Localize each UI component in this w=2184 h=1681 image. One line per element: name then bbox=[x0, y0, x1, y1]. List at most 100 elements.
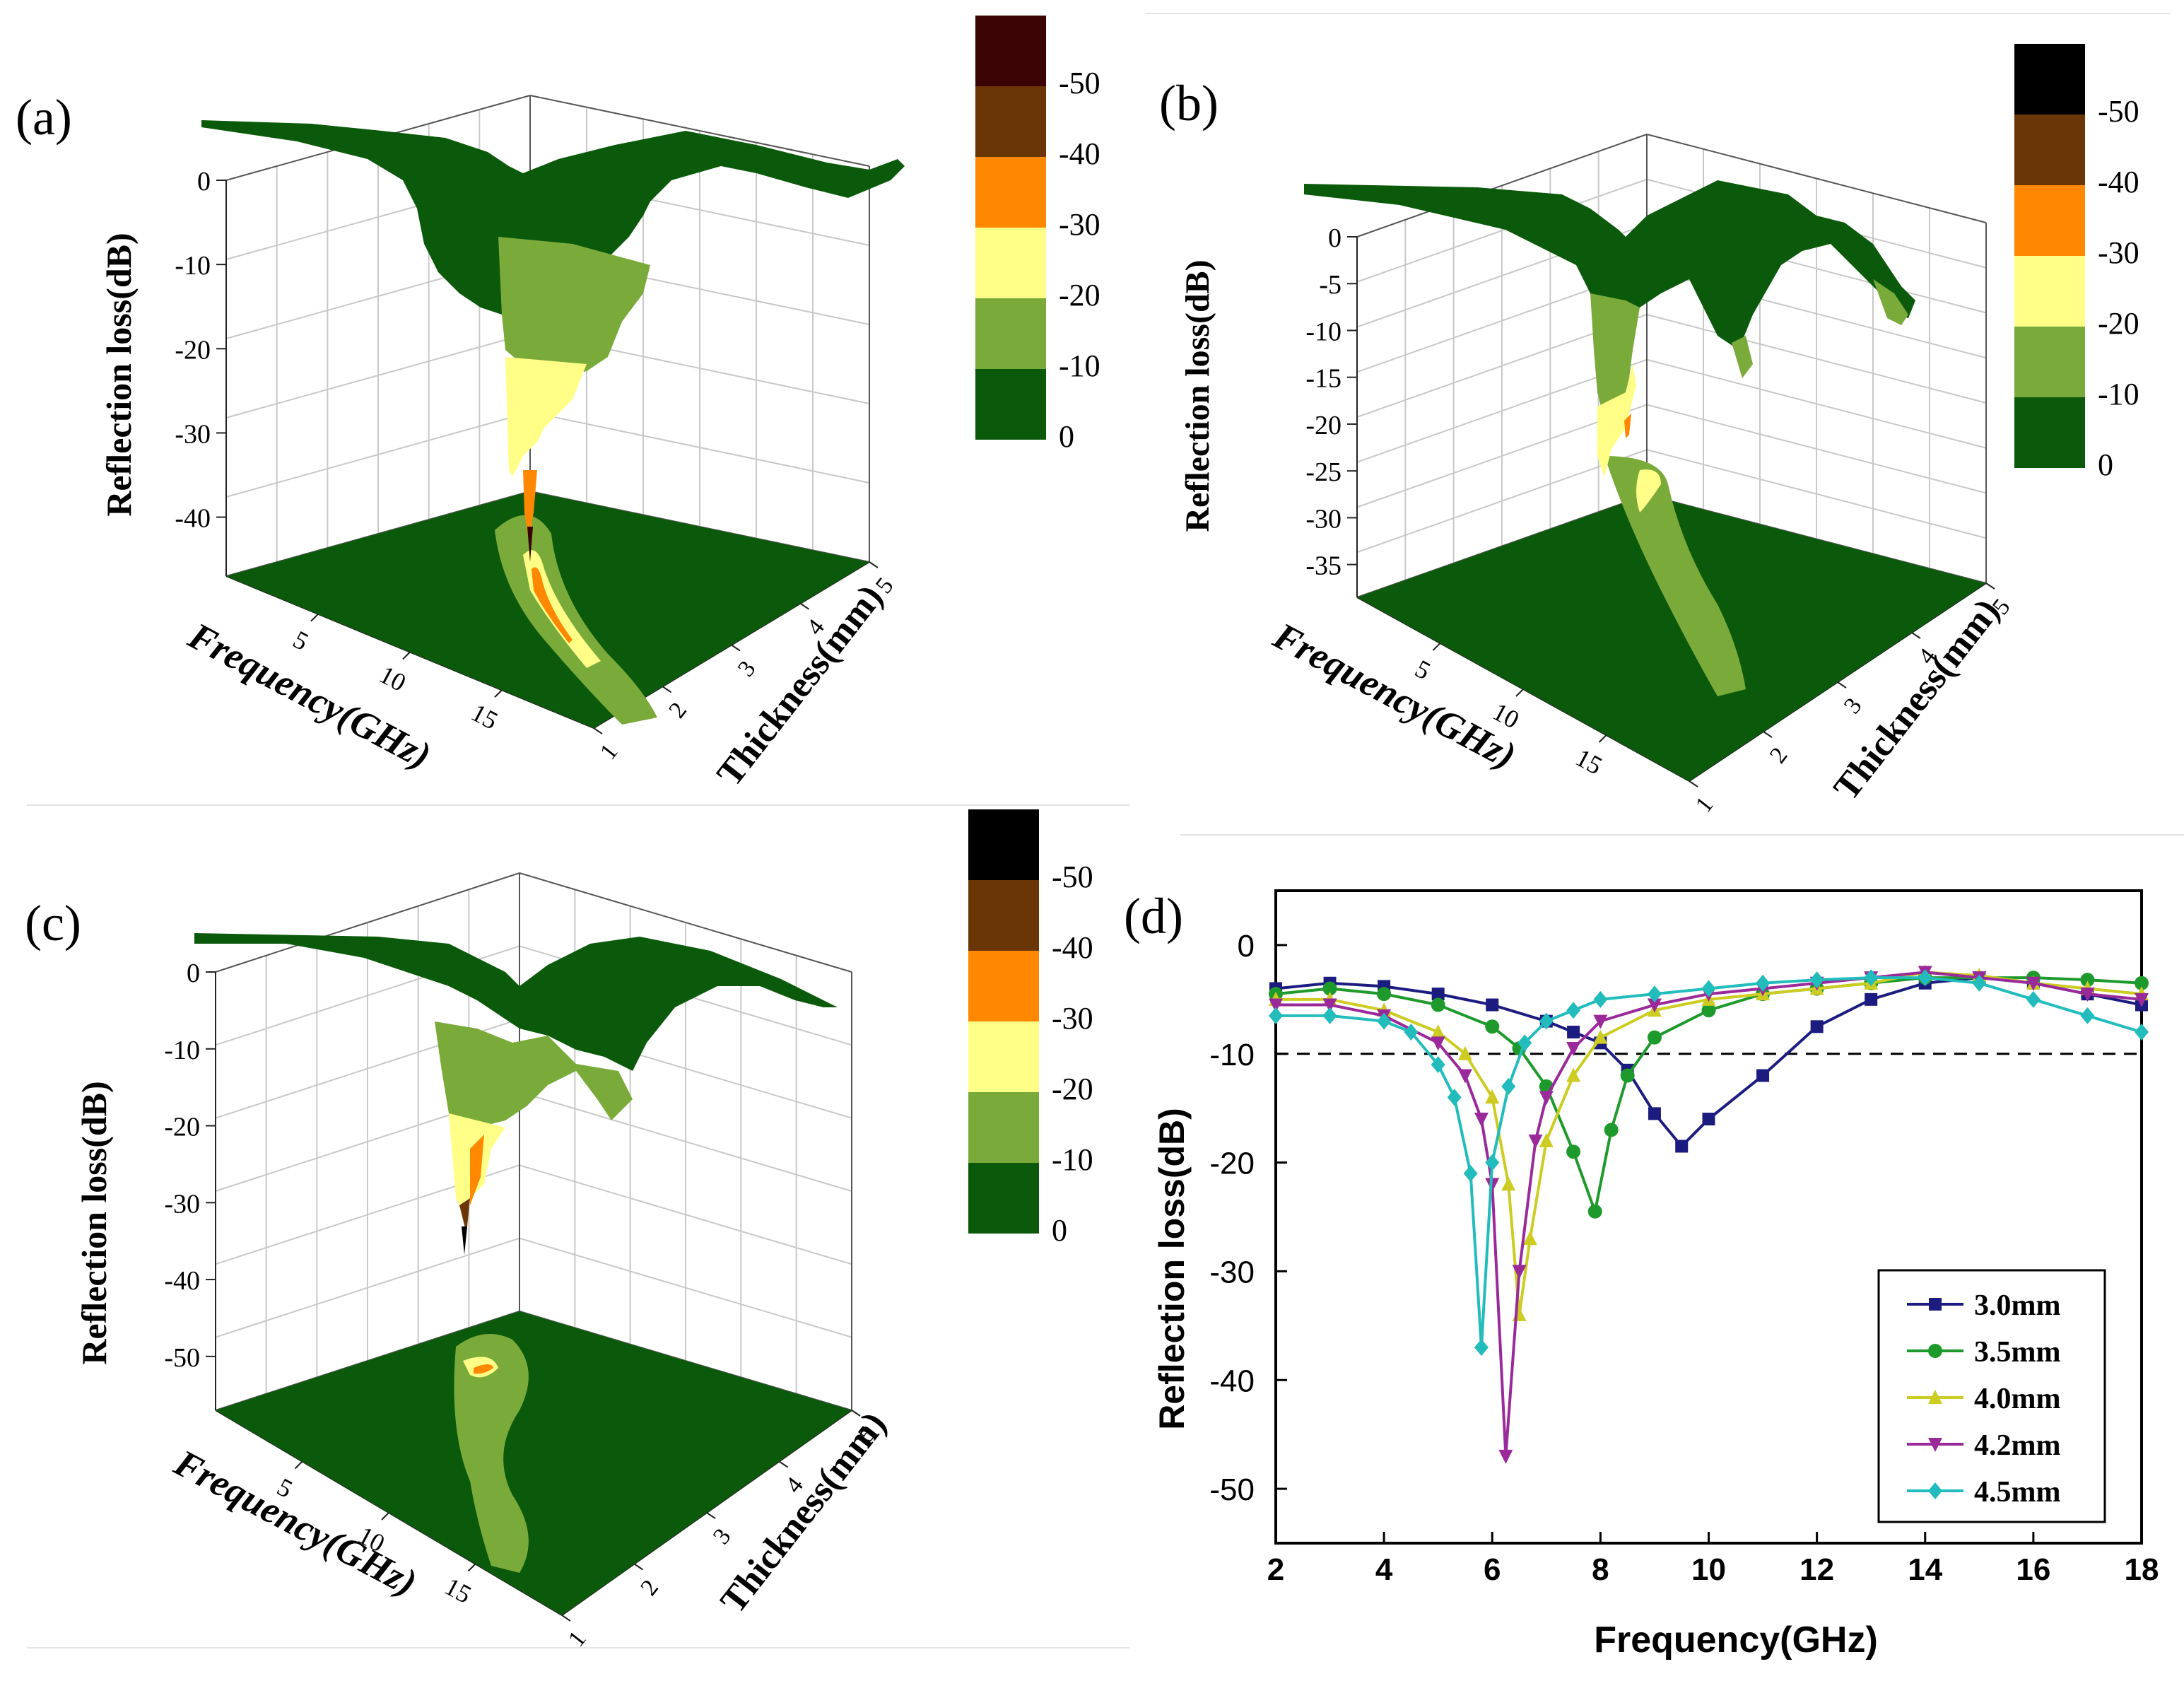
z-axis-title: Reflection loss(dB) bbox=[99, 233, 139, 516]
colorbar-segment bbox=[2014, 185, 2085, 256]
y-tick bbox=[778, 1460, 789, 1468]
colorbar-label: -30 bbox=[1059, 207, 1100, 242]
data-point bbox=[1522, 1231, 1537, 1246]
data-point bbox=[1701, 1003, 1716, 1018]
data-point bbox=[1928, 1438, 1942, 1452]
series-line bbox=[1276, 971, 2142, 1316]
data-point bbox=[1322, 998, 1337, 1013]
data-point bbox=[1539, 1091, 1554, 1106]
data-point bbox=[1485, 1089, 1500, 1104]
legend-item: 3.0mm bbox=[1907, 1289, 2060, 1322]
surface bbox=[201, 120, 905, 728]
data-point bbox=[1501, 1176, 1516, 1191]
data-point bbox=[1486, 998, 1499, 1012]
x-tick-label: 15 bbox=[466, 698, 503, 735]
colorbar-segment bbox=[975, 369, 1046, 440]
x-tick-label: 10 bbox=[375, 660, 411, 697]
x-tick bbox=[402, 651, 411, 660]
data-point bbox=[2080, 1007, 2095, 1024]
x-tick bbox=[1515, 689, 1524, 697]
data-point bbox=[1928, 1482, 1942, 1499]
series-3.5mm bbox=[1269, 971, 2149, 1219]
z-tick-label: 0 bbox=[1328, 223, 1341, 253]
data-point bbox=[1517, 1034, 1532, 1052]
surface-rim bbox=[194, 933, 838, 1071]
legend-label: 3.5mm bbox=[1974, 1336, 2060, 1369]
surface-dip-2 bbox=[1624, 414, 1631, 438]
data-point bbox=[1756, 1069, 1770, 1082]
x-tick bbox=[1432, 643, 1441, 651]
data-point bbox=[1647, 985, 1662, 1003]
x-tick bbox=[310, 614, 319, 622]
data-point bbox=[2080, 973, 2095, 988]
colorbar: 0 -10 -20 -30 -40 -50 bbox=[968, 809, 1093, 1248]
legend-label: 4.2mm bbox=[1974, 1429, 2060, 1462]
legend-label: 4.0mm bbox=[1974, 1383, 2060, 1415]
colorbar-segment bbox=[2014, 397, 2085, 468]
data-point bbox=[1501, 1077, 1516, 1095]
colorbar-segment bbox=[975, 86, 1046, 157]
colorbar-segment bbox=[975, 298, 1046, 369]
x-tick bbox=[1598, 734, 1607, 743]
y-tick-label: 2 bbox=[635, 1575, 664, 1600]
y-tick bbox=[1689, 780, 1698, 787]
z-tick-label: -50 bbox=[164, 1343, 200, 1373]
frame-edge bbox=[215, 872, 520, 973]
z-tick-label: -30 bbox=[1305, 504, 1341, 534]
z-tick-label: -15 bbox=[1305, 364, 1341, 394]
data-point bbox=[1322, 981, 1337, 996]
data-point bbox=[1539, 1012, 1554, 1030]
colorbar-segment bbox=[2014, 115, 2085, 185]
data-point bbox=[1431, 997, 1445, 1012]
colorbar-label: -20 bbox=[1052, 1072, 1093, 1106]
colorbar-label: -40 bbox=[1052, 930, 1093, 965]
colorbar-label: -50 bbox=[2098, 94, 2139, 129]
grid-line bbox=[1646, 404, 1987, 494]
data-point bbox=[1593, 990, 1608, 1008]
y-tick-label: 2 bbox=[1765, 742, 1793, 768]
colorbar-segment bbox=[975, 16, 1046, 86]
legend: 3.0mm 3.5mm 4.0mm 4.2mm 4.5mm bbox=[1877, 1269, 2106, 1523]
data-point bbox=[1431, 1036, 1445, 1051]
x-tick-label: 8 bbox=[1592, 1552, 1609, 1587]
y-tick-label: 0 bbox=[1238, 929, 1255, 964]
frame-edge bbox=[1646, 134, 1987, 223]
surface-rim bbox=[201, 120, 905, 315]
data-point bbox=[1647, 998, 1662, 1013]
x-tick-label: 18 bbox=[2125, 1552, 2159, 1587]
grid-line bbox=[215, 1237, 520, 1338]
legend-item: 4.0mm bbox=[1907, 1383, 2060, 1415]
y-tick-label: -10 bbox=[1209, 1038, 1255, 1072]
series-line bbox=[1276, 976, 2142, 1348]
grid-line bbox=[1356, 178, 1648, 283]
colorbar-label: -50 bbox=[1059, 66, 1100, 100]
surface-dip-4 bbox=[462, 1226, 467, 1255]
z-tick-label: -20 bbox=[1305, 411, 1341, 440]
panel-divider bbox=[27, 804, 1129, 806]
y-tick-label: -20 bbox=[1209, 1147, 1255, 1181]
z-tick-label: -40 bbox=[164, 1266, 200, 1296]
data-point bbox=[1377, 987, 1392, 1002]
data-point bbox=[1647, 1030, 1662, 1045]
x-axis-title: Frequency(GHz) bbox=[1594, 1620, 1878, 1660]
data-point bbox=[1865, 992, 1878, 1006]
data-point bbox=[1587, 1204, 1602, 1219]
y-tick-label: 3 bbox=[733, 656, 761, 681]
grid-line bbox=[1646, 449, 1987, 539]
data-point bbox=[1593, 1029, 1608, 1044]
x-tick bbox=[467, 1563, 476, 1572]
z-ticks: 0 -10 -20 -30 -40 bbox=[175, 167, 226, 534]
legend-label: 3.0mm bbox=[1974, 1289, 2060, 1322]
x-tick-label: 14 bbox=[1908, 1552, 1942, 1587]
x-tick-label: 12 bbox=[1800, 1552, 1834, 1587]
floor-band-30 bbox=[474, 1364, 493, 1374]
y-tick-label: -50 bbox=[1209, 1472, 1255, 1507]
data-point bbox=[1593, 1014, 1608, 1029]
z-tick-label: -30 bbox=[164, 1189, 200, 1219]
x-tick bbox=[381, 1512, 389, 1521]
z-tick-label: -10 bbox=[164, 1036, 200, 1065]
data-point bbox=[1929, 1298, 1942, 1311]
y-tick bbox=[1837, 681, 1847, 689]
